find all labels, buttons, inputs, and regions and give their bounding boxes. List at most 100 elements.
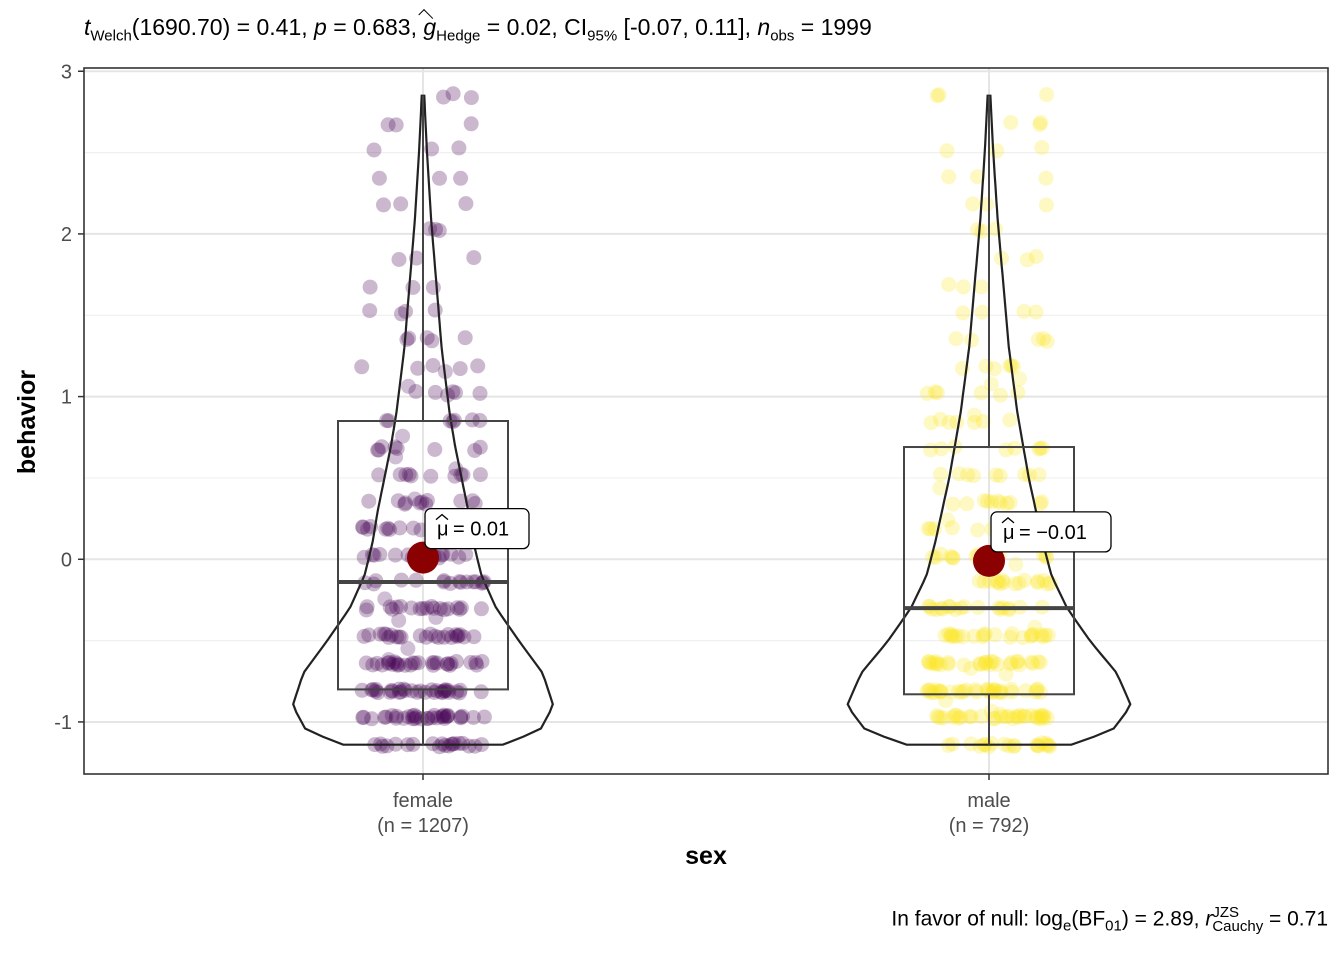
data-point <box>982 573 997 589</box>
data-point <box>1032 496 1048 512</box>
data-point <box>1007 440 1023 456</box>
data-point <box>403 468 419 484</box>
data-point <box>1030 738 1046 754</box>
data-point <box>1002 495 1018 510</box>
data-point <box>960 467 976 483</box>
data-point <box>446 736 462 752</box>
data-point <box>354 359 370 375</box>
data-point <box>1032 684 1048 700</box>
data-point <box>921 654 936 670</box>
data-point <box>938 693 954 709</box>
data-point <box>414 494 430 510</box>
data-point <box>1036 573 1052 589</box>
data-point <box>455 735 471 751</box>
data-point <box>1030 654 1046 670</box>
data-point <box>944 520 960 536</box>
data-point <box>458 546 474 562</box>
mean-label-box <box>424 507 530 550</box>
data-point <box>989 656 1005 672</box>
data-point <box>1036 708 1052 724</box>
data-point <box>1033 627 1049 643</box>
data-point <box>1042 739 1058 755</box>
data-point <box>393 684 409 700</box>
data-point <box>1032 711 1048 727</box>
data-point <box>378 626 394 642</box>
data-point <box>391 657 407 673</box>
data-point <box>1016 708 1032 724</box>
data-point <box>407 711 423 727</box>
mean-point <box>973 544 1005 577</box>
data-point <box>1034 735 1050 751</box>
data-point <box>1034 140 1050 156</box>
data-point <box>979 196 995 212</box>
data-point <box>1030 573 1046 589</box>
data-point <box>382 522 398 537</box>
data-point <box>1011 575 1027 591</box>
data-point <box>1003 654 1019 670</box>
data-point <box>405 655 420 671</box>
data-point <box>969 169 985 185</box>
data-point <box>389 656 405 671</box>
data-point <box>984 494 999 510</box>
data-point <box>396 710 412 726</box>
data-point <box>419 493 435 508</box>
data-point <box>930 656 945 672</box>
data-point <box>412 628 428 644</box>
data-point <box>951 466 967 482</box>
data-point <box>963 661 979 676</box>
data-point <box>448 654 464 669</box>
data-point <box>981 684 997 700</box>
data-point <box>429 710 445 726</box>
data-point <box>371 170 387 186</box>
data-point <box>929 88 945 104</box>
data-point <box>1038 170 1054 186</box>
data-point <box>383 627 399 643</box>
data-point <box>368 683 384 699</box>
data-point <box>374 738 390 754</box>
data-point <box>955 305 971 321</box>
data-point <box>992 706 1008 722</box>
data-point <box>440 627 456 642</box>
data-point <box>455 708 470 724</box>
data-point <box>403 600 419 616</box>
data-point <box>377 591 393 607</box>
x-tick-label-female: female <box>393 790 453 812</box>
data-point <box>1034 707 1050 723</box>
data-point <box>427 384 443 400</box>
data-point <box>1032 655 1048 670</box>
data-point <box>361 627 377 643</box>
data-point <box>1039 333 1055 349</box>
data-point <box>425 657 441 673</box>
data-point <box>932 480 948 496</box>
data-point <box>983 654 999 669</box>
data-point <box>977 656 993 672</box>
data-point <box>359 599 375 615</box>
y-tick-label: -1 <box>54 712 72 734</box>
data-point <box>404 683 420 699</box>
data-point <box>1025 627 1041 642</box>
data-point <box>977 493 992 509</box>
data-point <box>457 330 473 346</box>
data-point <box>933 657 949 673</box>
data-point <box>973 709 989 724</box>
x-tick-count-male: (n = 792) <box>949 815 1030 837</box>
data-point <box>391 252 407 267</box>
y-tick-label: 0 <box>61 549 72 571</box>
data-point <box>371 442 387 458</box>
data-point <box>440 683 456 698</box>
data-point <box>1039 87 1055 103</box>
data-point <box>941 169 957 185</box>
data-point <box>978 654 994 670</box>
data-point <box>382 599 398 615</box>
data-point <box>387 547 403 563</box>
data-point <box>403 657 418 673</box>
data-point <box>930 709 946 725</box>
data-point <box>356 709 372 725</box>
data-point <box>1009 654 1025 670</box>
data-point <box>461 738 477 754</box>
data-point <box>992 495 1008 511</box>
data-point <box>406 707 422 723</box>
data-point <box>1039 576 1055 592</box>
data-point <box>943 628 959 644</box>
data-point <box>465 493 481 509</box>
